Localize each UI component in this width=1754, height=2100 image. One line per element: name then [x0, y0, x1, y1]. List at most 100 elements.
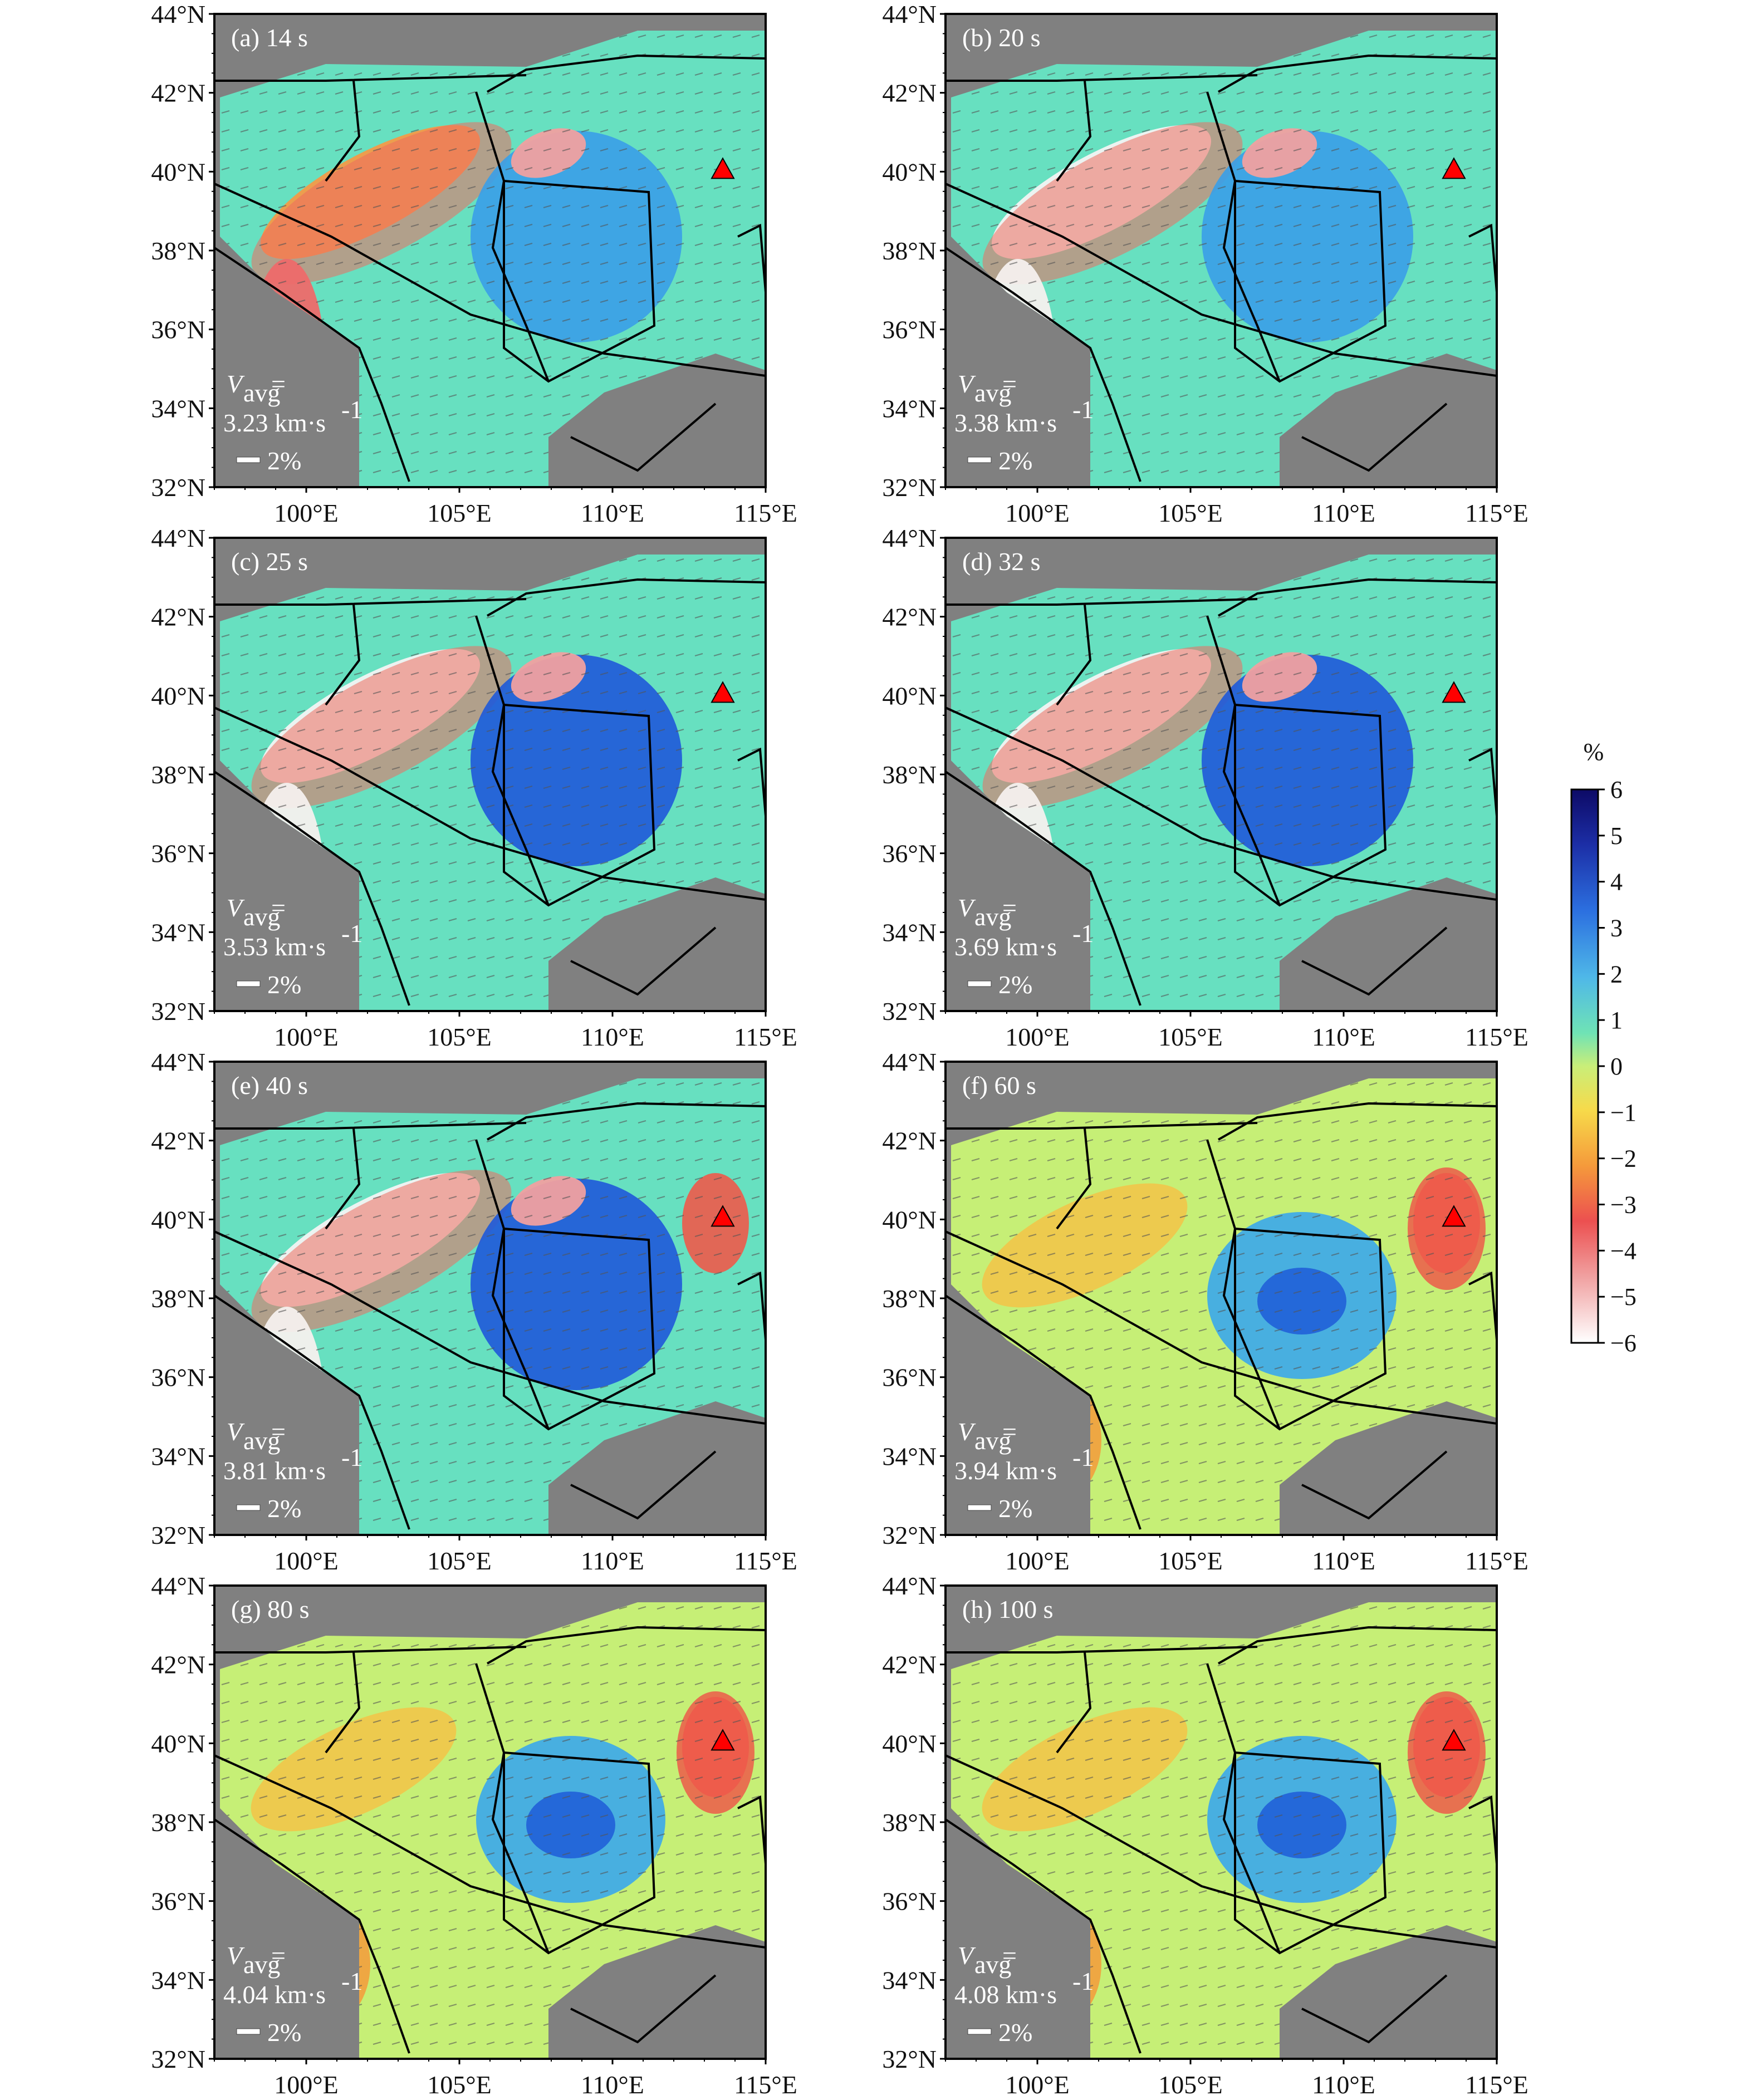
- lat-tick-label: 40°N: [882, 1729, 937, 1758]
- colorbar-tick-label: 3: [1610, 915, 1623, 942]
- colorbar-gradient: [1570, 788, 1599, 1344]
- map-panel: 32°N 34°N 36°N 38°N 40°N 42°N 44°N 100°E 105°E 11…: [151, 0, 797, 527]
- lon-tick-label: 115°E: [734, 1023, 797, 1051]
- lat-tick-label: 40°N: [882, 681, 937, 710]
- lon-tick-label: 110°E: [1312, 2070, 1375, 2099]
- lat-tick-label: 38°N: [882, 1808, 937, 1837]
- vavg-equals: =: [271, 370, 286, 398]
- vavg-value: 3.94 km·s: [954, 1456, 1057, 1485]
- lon-tick-label: 105°E: [1158, 1547, 1223, 1575]
- lat-tick-label: 34°N: [151, 394, 205, 423]
- panels-group: 32°N 34°N 36°N 38°N 40°N 42°N 44°N 100°E 105°E 11…: [151, 0, 1528, 2099]
- lat-tick-label: 34°N: [882, 1442, 937, 1470]
- lat-tick-label: 44°N: [882, 1572, 937, 1600]
- scale-bar: [236, 980, 261, 987]
- lat-tick-label: 40°N: [151, 158, 205, 186]
- vavg-exponent: -1: [1072, 395, 1094, 424]
- scale-bar: [236, 1504, 261, 1511]
- lat-tick-label: 32°N: [882, 1521, 937, 1549]
- vavg-subscript: avg: [974, 1950, 1011, 1979]
- lon-tick-label: 110°E: [581, 2070, 644, 2099]
- lat-tick-label: 42°N: [151, 1127, 205, 1155]
- lon-tick-label: 100°E: [1005, 2070, 1070, 2099]
- lat-tick-label: 40°N: [151, 1205, 205, 1234]
- panel-label: (e) 40 s: [231, 1071, 308, 1100]
- colorbar-unit: %: [1584, 738, 1604, 766]
- fault-lines: [214, 54, 766, 482]
- lon-tick-label: 105°E: [427, 1547, 492, 1575]
- vavg-value: 3.53 km·s: [223, 933, 326, 961]
- vavg-exponent: -1: [1072, 1967, 1094, 1995]
- lat-tick-label: 32°N: [151, 2045, 205, 2073]
- colorbar-tick-label: −1: [1610, 1099, 1637, 1126]
- vavg-label: V: [958, 894, 976, 922]
- lat-tick-label: 38°N: [882, 237, 937, 265]
- lat-tick-label: 34°N: [151, 1966, 205, 1994]
- map-panel: 32°N 34°N 36°N 38°N 40°N 42°N 44°N 100°E 105°E 11…: [151, 524, 797, 1051]
- lon-tick-label: 110°E: [581, 1023, 644, 1051]
- fault-lines: [945, 54, 1497, 482]
- vavg-exponent: -1: [1072, 1443, 1094, 1471]
- lon-tick-label: 105°E: [427, 499, 492, 527]
- lat-tick-label: 42°N: [882, 1651, 937, 1679]
- lat-tick-label: 42°N: [882, 603, 937, 631]
- scale-label: 2%: [998, 447, 1032, 475]
- colorbar-tick-label: −5: [1610, 1283, 1637, 1311]
- lat-tick-label: 44°N: [151, 0, 205, 28]
- vavg-label: V: [227, 370, 245, 398]
- volcano-marker: [711, 157, 735, 179]
- scale-label: 2%: [998, 2018, 1032, 2047]
- panel-label: (g) 80 s: [231, 1595, 310, 1623]
- lat-tick-label: 44°N: [151, 1048, 205, 1076]
- volcano-marker: [711, 681, 735, 703]
- vavg-exponent: -1: [341, 1443, 362, 1471]
- vavg-exponent: -1: [1072, 919, 1094, 948]
- lat-tick-label: 36°N: [882, 316, 937, 344]
- map-panel: 32°N 34°N 36°N 38°N 40°N 42°N 44°N 100°E 105°E 11…: [882, 1048, 1528, 1575]
- lon-tick-label: 115°E: [734, 2070, 797, 2099]
- fault-lines: [945, 1102, 1497, 1530]
- lat-tick-label: 38°N: [151, 1284, 205, 1313]
- lat-tick-label: 32°N: [882, 997, 937, 1026]
- fault-lines: [214, 578, 766, 1006]
- fault-lines: [945, 1626, 1497, 2054]
- fault-lines: [945, 578, 1497, 1006]
- vavg-value: 3.38 km·s: [954, 409, 1057, 437]
- lat-tick-label: 38°N: [882, 1284, 937, 1313]
- fault-lines: [214, 1626, 766, 2054]
- lon-tick-label: 100°E: [274, 2070, 339, 2099]
- colorbar-tick-label: 1: [1610, 1007, 1623, 1034]
- lat-tick-label: 42°N: [882, 1127, 937, 1155]
- lat-tick-label: 32°N: [151, 473, 205, 502]
- colorbar-tick-label: 0: [1610, 1053, 1623, 1080]
- map-panel: 32°N 34°N 36°N 38°N 40°N 42°N 44°N 100°E 105°E 11…: [882, 1572, 1528, 2099]
- vavg-equals: =: [1002, 894, 1017, 922]
- volcano-marker: [711, 1729, 735, 1751]
- lat-tick-label: 44°N: [882, 524, 937, 552]
- lon-tick-label: 115°E: [1465, 1547, 1528, 1575]
- colorbar-tick-label: 4: [1610, 869, 1623, 896]
- lat-tick-label: 36°N: [882, 1887, 937, 1916]
- lat-tick-label: 44°N: [882, 0, 937, 28]
- vavg-subscript: avg: [243, 902, 280, 931]
- lon-tick-label: 105°E: [1158, 1023, 1223, 1051]
- map-panel: 32°N 34°N 36°N 38°N 40°N 42°N 44°N 100°E 105°E 11…: [882, 0, 1528, 527]
- scale-label: 2%: [998, 970, 1032, 999]
- lat-tick-label: 34°N: [151, 1442, 205, 1470]
- lat-tick-label: 38°N: [151, 760, 205, 789]
- vavg-exponent: -1: [341, 1967, 362, 1995]
- lon-tick-label: 105°E: [427, 2070, 492, 2099]
- map-panel: 32°N 34°N 36°N 38°N 40°N 42°N 44°N 100°E 105°E 11…: [882, 524, 1528, 1051]
- scale-label: 2%: [267, 447, 301, 475]
- vavg-equals: =: [1002, 1941, 1017, 1970]
- lat-tick-label: 34°N: [151, 918, 205, 946]
- lat-tick-label: 40°N: [882, 1205, 937, 1234]
- lat-tick-label: 42°N: [151, 79, 205, 107]
- vavg-value: 3.81 km·s: [223, 1456, 326, 1485]
- fault-lines: [214, 1102, 766, 1530]
- lat-tick-label: 32°N: [882, 473, 937, 502]
- vavg-value: 4.04 km·s: [223, 1980, 326, 2009]
- lat-tick-label: 36°N: [882, 840, 937, 868]
- scale-label: 2%: [267, 1494, 301, 1523]
